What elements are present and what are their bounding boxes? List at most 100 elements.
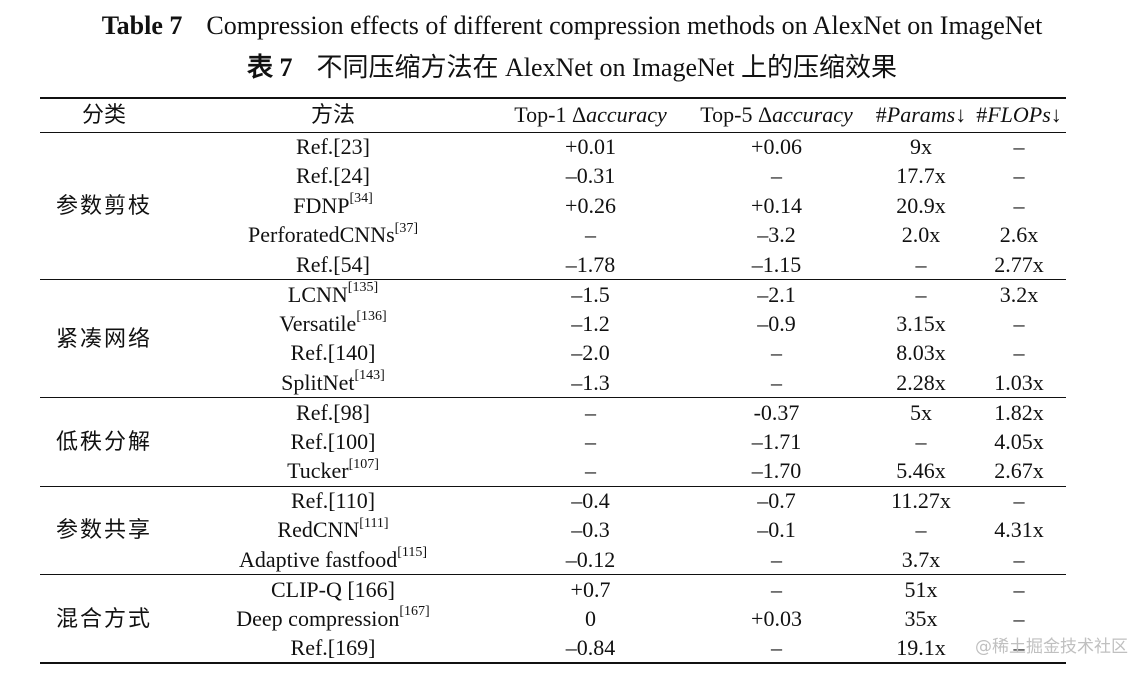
table-row: SplitNet[143] –1.3–2.28x 1.03x <box>40 368 1066 398</box>
table-caption-chinese: 不同压缩方法在 AlexNet on ImageNet 上的压缩效果 <box>316 53 898 82</box>
header-params-prefix: # <box>875 102 887 128</box>
method-name: Ref.[100] <box>290 428 376 454</box>
table-row: Deep compression[167] 0 +0.03 35x – <box>40 604 1066 634</box>
category-cell: 参数共享 <box>40 486 168 575</box>
header-top5-prefix: Top-5 Δ <box>700 102 773 128</box>
table-row: Adaptive fastfood[115] –0.12–3.7x – <box>40 545 1066 575</box>
method-name: FDNP <box>293 192 350 218</box>
top1-cell: –0.31 <box>565 163 616 189</box>
method-name: Adaptive fastfood <box>238 546 398 572</box>
top5-cell: – <box>771 340 782 366</box>
table-row: 参数共享 Ref.[110] –0.4 –0.7 11.27x – <box>40 486 1066 575</box>
table-label-chinese: 表 7 <box>246 53 293 82</box>
header-category: 分类 <box>40 97 168 133</box>
top5-cell: –3.2 <box>757 222 796 248</box>
method-cell: Tucker[107] <box>168 456 498 487</box>
header-top1-prefix: Top-1 Δ <box>514 102 587 128</box>
method-name: Ref.[140] <box>290 340 376 366</box>
flops-cell: – <box>1013 134 1025 159</box>
method-cell: Ref.[23] <box>168 132 498 162</box>
top5-cell: -0.37 <box>753 399 800 425</box>
params-cell: – <box>915 517 927 543</box>
category-cell: 紧凑网络 <box>40 279 168 398</box>
category-cell: 参数剪枝 <box>40 132 168 280</box>
flops-cell: 1.82x <box>994 399 1044 425</box>
top1-cell: – <box>585 428 596 454</box>
flops-cell: – <box>972 633 1066 664</box>
table-row: Ref.[140] –2.0 – 8.03x – <box>40 339 1066 369</box>
table-row: Versatile[136] –1.2 –0.9 3.15x – <box>40 309 1066 339</box>
compression-results-table: 分类 方法 Top-1 Δaccuracy Top-5 Δaccuracy #P… <box>40 97 1066 664</box>
top5-cell: –1.70 <box>683 456 870 487</box>
citation-superscript: [37] <box>394 220 418 236</box>
table-row: RedCNN[111] –0.3 –0.1 – 4.31x <box>40 516 1066 546</box>
params-cell: 19.1x <box>870 633 972 664</box>
top1-cell: – <box>498 456 683 487</box>
down-arrow-icon: ↓ <box>1050 102 1062 128</box>
citation-superscript: [143] <box>354 368 385 384</box>
table-row: 紧凑网络 LCNN[135] –1.5 –2.1–3.2x <box>40 279 1066 398</box>
flops-cell: – <box>972 545 1066 575</box>
flops-cell: 2.77x <box>972 250 1066 280</box>
flops-cell: – <box>1013 576 1025 602</box>
top1-cell: –1.3 <box>498 368 683 398</box>
flops-cell: 1.03x <box>972 368 1066 398</box>
top5-cell: –1.71 <box>751 428 802 454</box>
flops-cell: 2.6x <box>999 222 1039 248</box>
top1-cell: +0.01 <box>565 134 616 159</box>
method-name: Ref.[98] <box>296 399 370 425</box>
method-cell: PerforatedCNNs[37] <box>168 221 498 251</box>
top1-cell: –2.0 <box>571 340 610 366</box>
table-row: Tucker[107] – –1.70 5.46x 2.67x <box>40 456 1066 487</box>
flops-cell: 4.31x <box>994 517 1044 543</box>
method-cell: Deep compression[167] <box>168 604 498 634</box>
params-cell: 9x <box>910 134 932 159</box>
method-cell: SplitNet[143] <box>168 368 498 398</box>
method-cell: Ref.[54] <box>168 250 498 280</box>
table-row: Ref.[169] –0.84–19.1x – <box>40 633 1066 664</box>
citation-superscript: [135] <box>347 280 379 296</box>
method-name: Ref.[169] <box>290 634 376 660</box>
method-cell: Versatile[136] <box>168 309 498 339</box>
method-name: Versatile <box>279 310 357 336</box>
header-top5-metric: accuracy <box>772 102 853 128</box>
table-row: Ref.[100] – –1.71 – 4.05x <box>40 427 1066 457</box>
table-row: FDNP[34] +0.26 +0.14 20.9x – <box>40 191 1066 221</box>
method-name: Ref.[54] <box>296 251 370 277</box>
params-cell: – <box>870 250 972 280</box>
citation-superscript: [136] <box>356 309 387 325</box>
table-body: 参数剪枝 Ref.[23] +0.01 +0.06 9x – Ref.[24] –0.31–1… <box>40 132 1066 664</box>
flops-cell: 4.05x <box>994 428 1044 454</box>
flops-cell: 2.67x <box>972 456 1066 487</box>
top1-cell: – <box>585 399 596 425</box>
table-row: Ref.[24] –0.31 – 17.7x – <box>40 162 1066 192</box>
params-cell: 2.0x <box>901 222 941 248</box>
method-cell: FDNP[34] <box>168 191 498 221</box>
citation-superscript: [107] <box>348 456 379 472</box>
header-top5: Top-5 Δaccuracy <box>683 97 870 133</box>
table-title-chinese: 表 7 不同压缩方法在 AlexNet on ImageNet 上的压缩效果 <box>0 50 1144 86</box>
method-cell: Ref.[110] <box>168 486 498 516</box>
flops-cell: – <box>1013 310 1025 336</box>
watermark-text: @稀土掘金技术社区 <box>975 637 1128 657</box>
top1-cell: –1.78 <box>498 250 683 280</box>
top5-cell: – <box>771 576 782 602</box>
params-cell: 20.9x <box>896 192 946 218</box>
top5-cell: –0.7 <box>757 488 796 513</box>
method-name: LCNN <box>287 281 348 307</box>
header-top1-metric: accuracy <box>586 102 667 128</box>
params-cell: 3.15x <box>896 310 946 336</box>
method-name: CLIP-Q [166] <box>270 576 396 602</box>
method-name: Ref.[24] <box>296 163 370 189</box>
method-cell: Ref.[24] <box>168 162 498 192</box>
header-top1: Top-1 Δaccuracy <box>498 97 683 133</box>
top5-cell: –2.1 <box>757 281 796 307</box>
header-method: 方法 <box>168 97 498 133</box>
header-params: #Params↓ <box>870 97 972 133</box>
category-cell: 混合方式 <box>40 574 168 664</box>
params-cell: 8.03x <box>896 340 946 366</box>
flops-cell: – <box>1013 340 1025 366</box>
method-cell: Ref.[98] <box>168 398 498 428</box>
down-arrow-icon: ↓ <box>955 102 967 128</box>
method-name: Tucker <box>287 458 349 483</box>
